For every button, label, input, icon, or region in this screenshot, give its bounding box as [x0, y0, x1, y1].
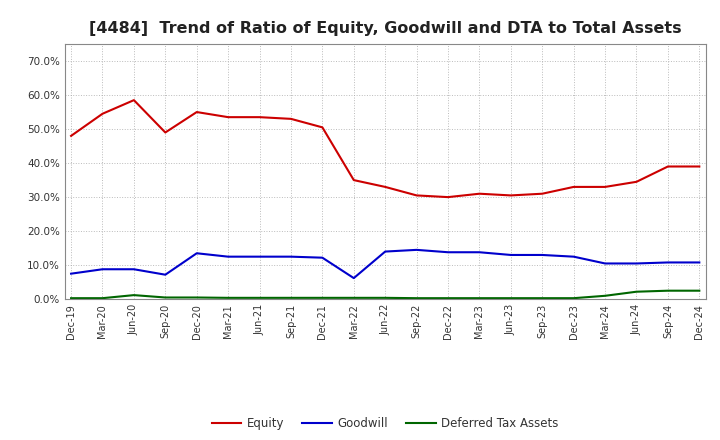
Equity — [255, 114, 264, 120]
Goodwill — [318, 255, 327, 260]
Goodwill — [381, 249, 390, 254]
Deferred Tax Assets — [381, 295, 390, 301]
Goodwill — [192, 251, 201, 256]
Goodwill — [287, 254, 295, 259]
Goodwill — [444, 249, 452, 255]
Line: Equity: Equity — [71, 100, 699, 197]
Equity — [224, 114, 233, 120]
Deferred Tax Assets — [664, 288, 672, 293]
Deferred Tax Assets — [98, 296, 107, 301]
Equity — [475, 191, 484, 196]
Goodwill — [349, 275, 358, 281]
Deferred Tax Assets — [224, 295, 233, 301]
Deferred Tax Assets — [161, 295, 170, 300]
Deferred Tax Assets — [570, 296, 578, 301]
Goodwill — [695, 260, 703, 265]
Deferred Tax Assets — [130, 293, 138, 298]
Equity — [381, 184, 390, 190]
Deferred Tax Assets — [349, 295, 358, 301]
Goodwill — [475, 249, 484, 255]
Goodwill — [664, 260, 672, 265]
Equity — [507, 193, 516, 198]
Title: [4484]  Trend of Ratio of Equity, Goodwill and DTA to Total Assets: [4484] Trend of Ratio of Equity, Goodwil… — [89, 21, 682, 36]
Deferred Tax Assets — [475, 296, 484, 301]
Equity — [130, 98, 138, 103]
Deferred Tax Assets — [507, 296, 516, 301]
Deferred Tax Assets — [287, 295, 295, 301]
Goodwill — [538, 252, 546, 257]
Line: Deferred Tax Assets: Deferred Tax Assets — [71, 291, 699, 298]
Equity — [192, 110, 201, 115]
Equity — [570, 184, 578, 190]
Deferred Tax Assets — [318, 295, 327, 301]
Deferred Tax Assets — [695, 288, 703, 293]
Goodwill — [507, 252, 516, 257]
Deferred Tax Assets — [444, 296, 452, 301]
Equity — [318, 125, 327, 130]
Equity — [538, 191, 546, 196]
Goodwill — [255, 254, 264, 259]
Deferred Tax Assets — [413, 296, 421, 301]
Equity — [161, 130, 170, 135]
Equity — [98, 111, 107, 117]
Deferred Tax Assets — [632, 289, 641, 294]
Equity — [287, 116, 295, 121]
Equity — [632, 179, 641, 184]
Equity — [695, 164, 703, 169]
Goodwill — [632, 261, 641, 266]
Goodwill — [67, 271, 76, 276]
Goodwill — [130, 267, 138, 272]
Deferred Tax Assets — [600, 293, 609, 298]
Goodwill — [413, 247, 421, 253]
Deferred Tax Assets — [67, 296, 76, 301]
Deferred Tax Assets — [538, 296, 546, 301]
Equity — [413, 193, 421, 198]
Deferred Tax Assets — [192, 295, 201, 300]
Line: Goodwill: Goodwill — [71, 250, 699, 278]
Goodwill — [224, 254, 233, 259]
Legend: Equity, Goodwill, Deferred Tax Assets: Equity, Goodwill, Deferred Tax Assets — [207, 412, 564, 435]
Equity — [349, 177, 358, 183]
Goodwill — [161, 272, 170, 277]
Goodwill — [600, 261, 609, 266]
Goodwill — [98, 267, 107, 272]
Equity — [444, 194, 452, 200]
Equity — [664, 164, 672, 169]
Deferred Tax Assets — [255, 295, 264, 301]
Equity — [67, 133, 76, 139]
Goodwill — [570, 254, 578, 259]
Equity — [600, 184, 609, 190]
